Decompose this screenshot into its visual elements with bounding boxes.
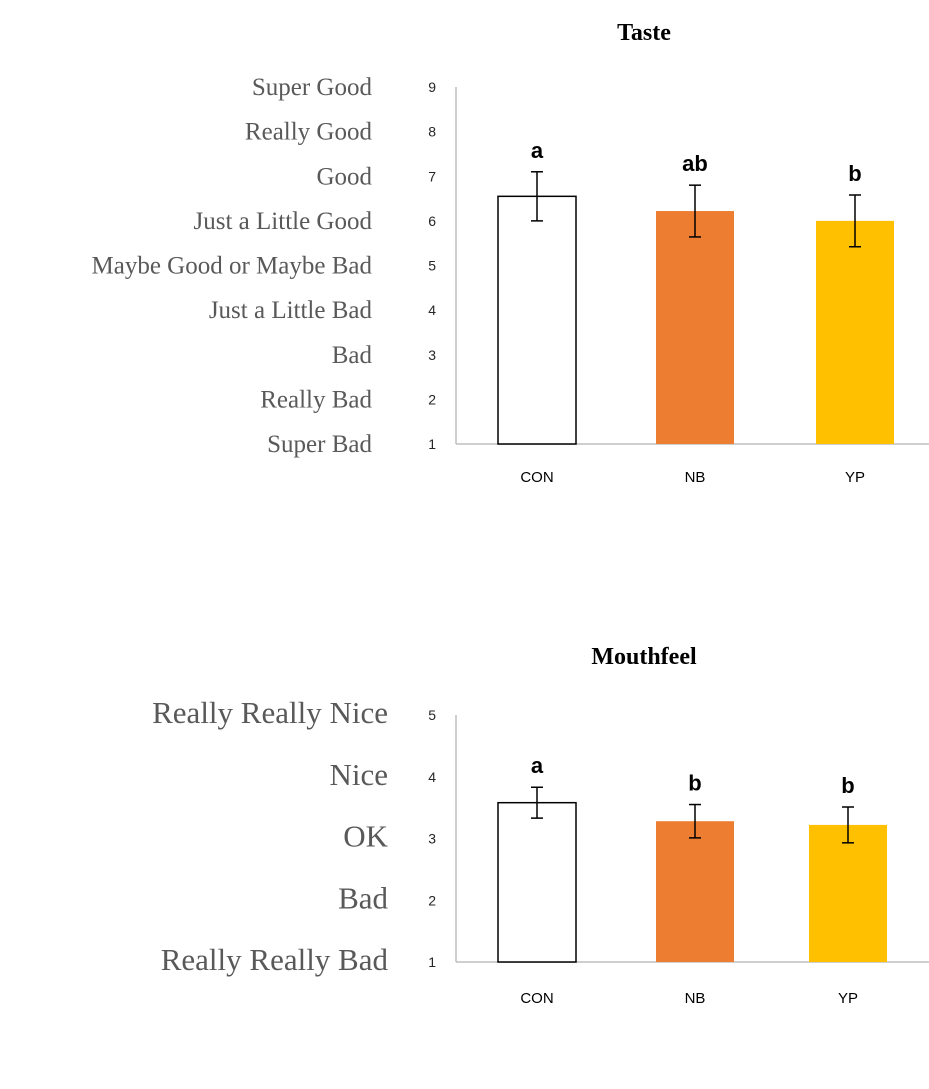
chart-0-y-tick-label: 2 [428,391,436,407]
chart-0-bar-nb [656,211,734,444]
chart-0-error-bar-con [531,171,543,222]
chart-0-significance-label: a [531,138,544,163]
chart-0-scale-label: Just a Little Good [194,208,373,235]
chart-1-scale-label: Bad [338,880,388,915]
chart-0-y-tick-label: 3 [428,347,436,363]
chart-0-scale-label: Good [316,163,372,190]
chart-0-scale-label: Super Good [252,74,373,101]
chart-1-significance-label: b [841,773,854,798]
chart-1-error-bar-con [531,786,543,819]
chart-0-error-bar-nb [689,184,701,238]
chart-0-scale-label: Just a Little Bad [209,297,373,324]
chart-0-significance-label: ab [682,151,708,176]
chart-0-significance-label: b [848,161,861,186]
chart-1-scale-label: OK [343,819,388,854]
chart-0-y-tick-label: 1 [428,436,436,452]
chart-1-bar-con [497,801,577,963]
chart-0-category-label: CON [520,469,553,486]
chart-0-title: Taste [617,20,671,46]
chart-1-scale-label: Really Really Nice [152,695,388,730]
chart-0-scale-label: Super Bad [267,431,372,458]
chart-1-error-bar-nb [689,803,701,839]
chart-0-category-label: NB [685,469,706,486]
chart-1-category-label: NB [685,990,706,1007]
chart-1-significance-label: b [688,771,701,796]
chart-0-bar-con [497,195,577,445]
chart-1-category-label: YP [838,990,858,1007]
chart-0-y-tick-label: 5 [428,258,436,274]
chart-0-y-tick-label: 7 [428,168,436,184]
chart-1-significance-label: a [531,753,544,778]
chart-1-y-tick-label: 3 [428,831,436,847]
chart-0-scale-label: Really Bad [260,386,372,413]
chart-1-y-tick-label: 1 [428,954,436,970]
chart-1-title: Mouthfeel [591,644,697,670]
chart-0-bar-yp [816,220,894,444]
chart-0-category-label: YP [845,469,865,486]
chart-1-y-tick-label: 5 [428,707,436,723]
chart-0-error-bar-yp [849,194,861,248]
chart-0-y-tick-label: 9 [428,79,436,95]
chart-1-scale-label: Really Really Bad [161,942,389,977]
chart-0-y-tick-label: 4 [428,302,436,318]
chart-1-bar-yp [809,824,887,962]
chart-1-category-label: CON [520,990,553,1007]
chart-1-scale-label: Nice [329,757,388,792]
chart-0-scale-label: Really Good [245,119,373,146]
chart-0-scale-label: Bad [332,342,373,369]
chart-0-y-tick-label: 8 [428,124,436,140]
chart-0-y-tick-label: 6 [428,213,436,229]
chart-1-y-tick-label: 2 [428,892,436,908]
chart-1-bar-nb [656,821,734,962]
chart-1-y-tick-label: 4 [428,769,436,785]
chart-0-scale-label: Maybe Good or Maybe Bad [92,253,373,280]
chart-1-error-bar-yp [842,806,854,844]
